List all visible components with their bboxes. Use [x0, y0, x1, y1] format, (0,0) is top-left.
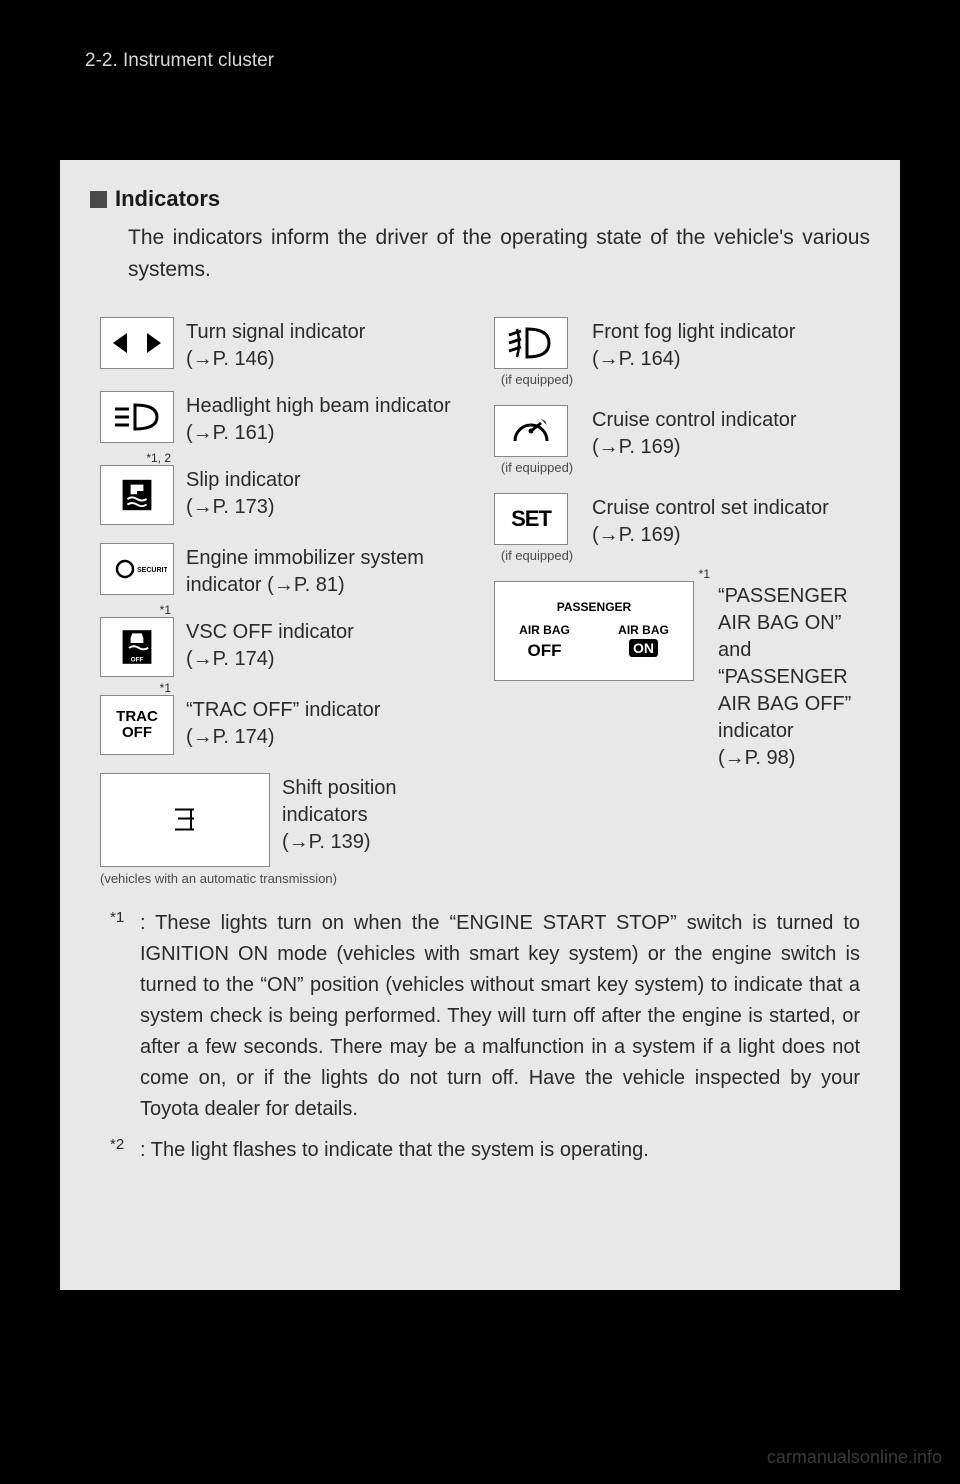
vsc-off-desc: VSC OFF indicator(→P. 174) [186, 617, 354, 673]
high-beam-desc: Headlight high beam indicator (→P. 161) [186, 391, 476, 447]
vsc-off-item: *1 OFF VSC OFF indicator(→P. 174) [100, 617, 476, 677]
cruise-set-caption: (if equipped) [501, 548, 573, 563]
footnote-1-text: : These lights turn on when the “ENGINE … [140, 908, 860, 1125]
content-panel: Indicators The indicators inform the dri… [60, 160, 900, 1290]
svg-text:SECURITY: SECURITY [137, 567, 167, 574]
trac-sup: *1 [160, 681, 171, 695]
high-beam-item: Headlight high beam indicator (→P. 161) [100, 391, 476, 447]
turn-signal-item: Turn signal indicator(→P. 146) [100, 317, 476, 373]
shift-desc: Shift position indicators(→P. 139) [282, 773, 476, 856]
vsc-sup: *1 [160, 603, 171, 617]
slip-icon: *1, 2 [100, 465, 174, 525]
footnote-2-mark: *2 [110, 1133, 140, 1164]
fog-item: (if equipped) Front fog light indicator(… [494, 317, 870, 387]
page-header: 2-2. Instrument cluster [85, 50, 274, 72]
fog-caption: (if equipped) [501, 372, 573, 387]
slip-sup: *1, 2 [146, 451, 171, 465]
cruise-set-icon: SET [494, 493, 568, 545]
fog-desc: Front fog light indicator(→P. 164) [592, 317, 795, 373]
cruise-item: (if equipped) Cruise control indicator(→… [494, 405, 870, 475]
immobilizer-item: SECURITY Engine immobilizer system indic… [100, 543, 476, 599]
airbag-desc: “PASSENGER AIR BAG ON” and “PASSENGER AI… [718, 581, 870, 772]
airbag-sup: *1 [699, 567, 710, 581]
cruise-icon [494, 405, 568, 457]
section-header: Indicators [90, 186, 870, 212]
right-column: (if equipped) Front fog light indicator(… [494, 317, 870, 886]
cruise-set-desc: Cruise control set indicator (→P. 169) [592, 493, 870, 549]
shift-item: Shift position indicators(→P. 139) (vehi… [100, 773, 476, 886]
svg-text:OFF: OFF [131, 656, 144, 663]
slip-desc: Slip indicator(→P. 173) [186, 465, 301, 521]
footnote-2: *2 : The light flashes to indicate that … [110, 1135, 860, 1166]
footnotes: *1 : These lights turn on when the “ENGI… [110, 908, 860, 1166]
immobilizer-icon: SECURITY [100, 543, 174, 595]
slip-item: *1, 2 Slip indicator(→P. 173) [100, 465, 476, 525]
cruise-caption: (if equipped) [501, 460, 573, 475]
shift-caption: (vehicles with an automatic transmission… [100, 871, 476, 886]
footnote-1: *1 : These lights turn on when the “ENGI… [110, 908, 860, 1125]
shift-icon [100, 773, 270, 867]
trac-off-icon: *1 TRACOFF [100, 695, 174, 755]
turn-signal-desc: Turn signal indicator(→P. 146) [186, 317, 365, 373]
high-beam-icon [100, 391, 174, 443]
cruise-desc: Cruise control indicator(→P. 169) [592, 405, 797, 461]
trac-off-desc: “TRAC OFF” indicator(→P. 174) [186, 695, 380, 751]
section-marker [90, 191, 107, 208]
watermark: carmanualsonline.info [767, 1447, 942, 1468]
cruise-set-item: SET (if equipped) Cruise control set ind… [494, 493, 870, 563]
airbag-icon: PASSENGER AIR BAGOFF AIR BAGON [494, 581, 694, 681]
footnote-1-mark: *1 [110, 906, 140, 1123]
section-title: Indicators [115, 186, 220, 212]
intro-text: The indicators inform the driver of the … [128, 222, 870, 285]
indicator-columns: Turn signal indicator(→P. 146) Headlight… [100, 317, 870, 886]
fog-icon [494, 317, 568, 369]
footnote-2-text: : The light flashes to indicate that the… [140, 1135, 649, 1166]
airbag-item: *1 PASSENGER AIR BAGOFF AIR BAGON “PASSE… [494, 581, 870, 772]
trac-off-item: *1 TRACOFF “TRAC OFF” indicator(→P. 174) [100, 695, 476, 755]
immobilizer-desc: Engine immobilizer system indicator (→P.… [186, 543, 476, 599]
turn-signal-icon [100, 317, 174, 369]
vsc-off-icon: *1 OFF [100, 617, 174, 677]
left-column: Turn signal indicator(→P. 146) Headlight… [100, 317, 476, 886]
